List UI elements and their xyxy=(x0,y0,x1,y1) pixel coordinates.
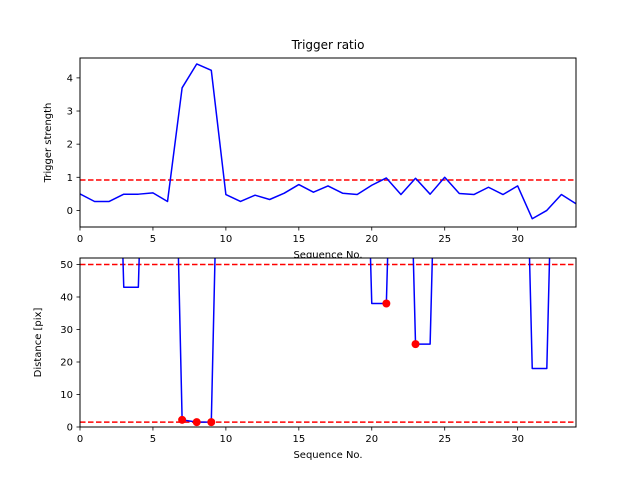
bottom-axes-frame xyxy=(79,257,577,428)
bottom-y-tick-label: 50 xyxy=(60,260,73,271)
top-y-tick-label: 0 xyxy=(67,206,73,217)
bottom-marker-point xyxy=(411,340,420,349)
bottom-y-tick-label: 30 xyxy=(60,325,73,336)
trigger-ratio-chart: 0 5 10 15 20 25 30 0 1 2 3 4 Sequence No. Trigger str… xyxy=(43,38,577,261)
top-chart-title: Trigger ratio xyxy=(291,38,365,52)
top-plot-area xyxy=(80,63,576,220)
bottom-y-tick-label: 0 xyxy=(67,423,73,434)
bottom-x-tick-label: 0 xyxy=(77,434,83,445)
bottom-y-tick-label: 20 xyxy=(60,358,73,369)
bottom-y-tick-label: 10 xyxy=(60,390,73,401)
top-x-axis-label: Sequence No. xyxy=(293,250,362,261)
top-x-tick-label: 30 xyxy=(511,234,524,245)
top-x-tick-label: 5 xyxy=(150,234,156,245)
bottom-x-tick-label: 25 xyxy=(438,434,451,445)
top-x-tick-label: 15 xyxy=(292,234,305,245)
bottom-x-axis-label: Sequence No. xyxy=(293,450,362,461)
distance-chart: 0 5 10 15 20 25 30 0 10 20 30 40 50 Sequence No. Dista… xyxy=(33,257,577,461)
bottom-marker-point xyxy=(207,418,216,427)
top-x-tick-label: 20 xyxy=(365,234,378,245)
bottom-x-tick-label: 20 xyxy=(365,434,378,445)
bottom-x-tick-label: 30 xyxy=(511,434,524,445)
top-y-tick-label: 2 xyxy=(67,140,73,151)
top-x-tick-label: 0 xyxy=(77,234,83,245)
bottom-x-tick-label: 5 xyxy=(150,434,156,445)
top-x-tick-label: 10 xyxy=(220,234,233,245)
bottom-x-tick-label: 15 xyxy=(292,434,305,445)
top-y-tick-label: 4 xyxy=(67,73,73,84)
bottom-x-tick-label: 10 xyxy=(220,434,233,445)
bottom-marker-point xyxy=(192,418,201,427)
bottom-y-tick-label: 40 xyxy=(60,293,73,304)
top-y-tick-label: 3 xyxy=(67,107,73,118)
bottom-plot-area xyxy=(80,258,576,427)
top-x-tick-label: 25 xyxy=(438,234,451,245)
bottom-marker-point xyxy=(382,299,391,308)
top-series-line-0 xyxy=(80,63,576,220)
bottom-marker-point xyxy=(178,415,187,424)
top-y-tick-label: 1 xyxy=(67,173,73,184)
top-axes-frame xyxy=(79,57,577,228)
bottom-axes-background xyxy=(80,258,576,427)
bottom-y-axis-label: Distance [pix] xyxy=(33,308,44,378)
top-y-axis-label: Trigger strength xyxy=(43,103,54,184)
